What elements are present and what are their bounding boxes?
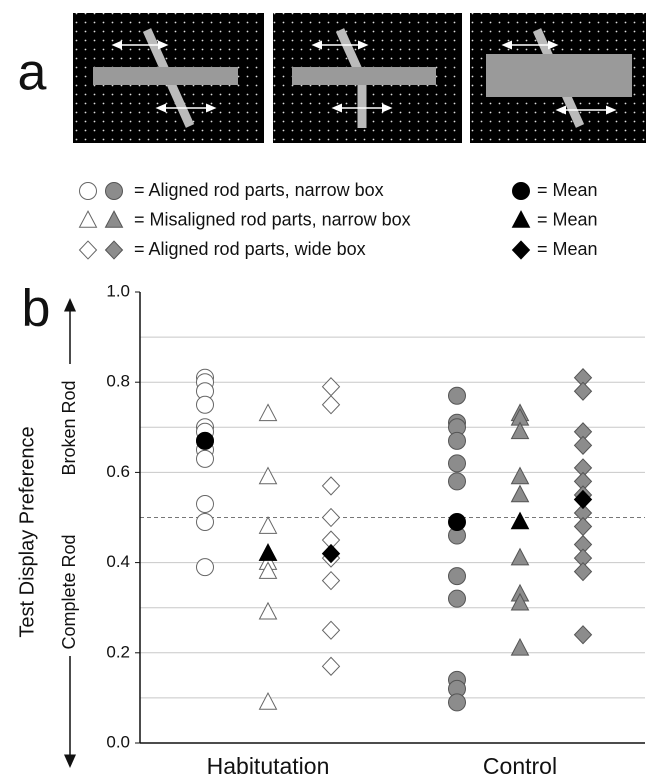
data-point	[196, 395, 214, 414]
data-point	[510, 547, 530, 566]
mean-point	[510, 511, 530, 530]
legend-marker	[104, 240, 124, 260]
mean-point	[258, 543, 278, 561]
y-tick-label: 0.6	[106, 462, 130, 481]
data-point	[258, 516, 278, 534]
data-point	[321, 656, 341, 676]
data-point	[448, 567, 466, 586]
data-point	[573, 435, 593, 455]
data-point	[321, 377, 341, 397]
legend-marker	[79, 182, 97, 200]
data-point	[510, 637, 530, 656]
data-point	[448, 431, 466, 450]
data-point	[573, 561, 593, 582]
data-point	[448, 693, 466, 712]
data-point	[321, 507, 341, 528]
panel-label: a	[18, 44, 47, 102]
legend-label: = Mean	[537, 239, 598, 259]
legend-marker	[105, 182, 123, 200]
legend-marker	[511, 210, 531, 228]
y-tick-label: 1.0	[106, 281, 130, 300]
data-point	[448, 472, 466, 491]
mean-point	[573, 489, 593, 510]
stimulus-aligned-narrow	[73, 13, 264, 143]
data-point	[573, 381, 593, 401]
data-point	[448, 386, 466, 405]
legend-marker	[104, 210, 124, 228]
data-point	[258, 561, 278, 579]
y-tick-label: 0.0	[106, 732, 130, 751]
annotation: Complete Rod	[59, 534, 79, 649]
y-tick-label: 0.2	[106, 642, 130, 661]
data-point	[510, 466, 530, 485]
y-tick-label: 0.8	[106, 372, 130, 391]
legend-label: = Aligned rod parts, narrow box	[134, 180, 384, 200]
mean-point	[321, 543, 341, 564]
mean-point	[196, 431, 214, 450]
data-point	[258, 691, 278, 710]
stimulus-aligned-wide	[470, 13, 646, 143]
data-point	[510, 421, 530, 440]
data-point	[196, 558, 214, 577]
data-point	[510, 484, 530, 503]
data-point	[196, 494, 214, 513]
stimulus-misaligned-narrow	[273, 13, 462, 143]
legend-marker	[511, 240, 531, 260]
data-point	[258, 466, 278, 485]
data-point	[321, 395, 341, 415]
legend-marker	[78, 210, 98, 228]
x-tick-label: Habitutation	[207, 753, 330, 779]
annotation: Broken Rod	[59, 380, 79, 475]
data-point	[448, 454, 466, 473]
x-tick-label: Control	[483, 753, 557, 779]
data-point	[573, 516, 593, 537]
data-point	[510, 592, 530, 611]
legend-marker	[78, 240, 98, 260]
legend-label: = Aligned rod parts, wide box	[134, 239, 366, 259]
data-point	[321, 620, 341, 640]
mean-point	[448, 513, 466, 532]
data-point	[321, 476, 341, 496]
data-point	[258, 601, 278, 620]
data-point	[448, 589, 466, 608]
data-point	[258, 403, 278, 422]
y-tick-label: 0.4	[106, 552, 130, 571]
legend-marker	[512, 182, 530, 200]
legend-label: = Mean	[537, 209, 598, 229]
data-point	[321, 570, 341, 591]
y-axis-label: Test Display Preference	[16, 426, 38, 637]
panel-label: b	[22, 280, 51, 338]
legend-label: = Mean	[537, 180, 598, 200]
legend-label: = Misaligned rod parts, narrow box	[134, 209, 411, 229]
data-point	[196, 513, 214, 532]
data-point	[573, 625, 593, 645]
data-point	[196, 449, 214, 468]
